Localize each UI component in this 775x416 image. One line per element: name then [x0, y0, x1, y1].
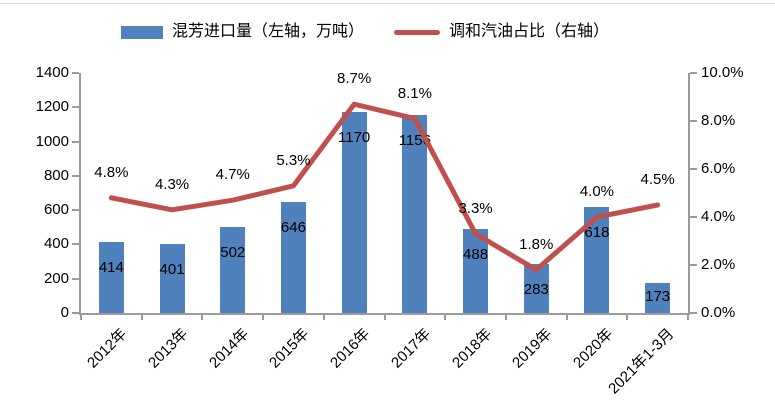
right-axis-tick-label: 10.0%	[701, 64, 744, 81]
line-series-swatch-icon	[394, 29, 440, 35]
left-axis-tick-label: 1200	[35, 98, 69, 116]
left-axis-tick-label: 0	[60, 304, 69, 321]
bar-value-label: 283	[523, 281, 549, 299]
left-axis-tick-label: 200	[43, 269, 69, 287]
bar-2021年1-3月	[645, 283, 671, 313]
left-axis-tick-label: 800	[43, 166, 69, 184]
left-axis-tick	[72, 312, 79, 314]
legend-label-bar-series: 混芳进口量（左轴，万吨）	[171, 23, 364, 40]
line-value-label: 8.7%	[337, 70, 372, 88]
left-axis-line	[79, 73, 81, 315]
right-axis-tick	[690, 72, 697, 74]
x-axis-tick	[626, 313, 629, 320]
line-value-label: 3.3%	[458, 199, 493, 217]
x-axis-tick	[140, 313, 143, 320]
x-axis-tick	[322, 313, 325, 320]
left-axis-tick-label: 600	[43, 201, 69, 219]
left-axis-tick	[72, 106, 79, 109]
line-value-label: 4.3%	[154, 175, 190, 193]
line-value-label: 4.5%	[640, 171, 675, 188]
right-axis-tick-label: 8.0%	[701, 112, 736, 129]
legend-label-line-series: 调和汽油占比（右轴）	[449, 23, 610, 40]
x-axis-tick	[201, 313, 204, 320]
bar-2012年	[98, 242, 124, 313]
legend-item-bar-series: 混芳进口量（左轴，万吨）	[120, 23, 364, 41]
left-axis-tick	[72, 140, 79, 143]
left-axis-tick	[72, 72, 79, 74]
left-axis-tick	[72, 243, 79, 246]
bar-value-label: 1170	[338, 129, 371, 147]
bar-2014年	[220, 226, 246, 313]
bar-value-label: 401	[159, 261, 185, 279]
bar-value-label: 1156	[398, 131, 431, 149]
line-value-label: 4.8%	[94, 163, 129, 181]
legend: 混芳进口量（左轴，万吨） 调和汽油占比（右轴）	[0, 23, 730, 41]
x-axis-tick	[383, 313, 386, 320]
right-axis-tick-label: 0.0%	[701, 304, 736, 321]
bar-value-label: 502	[220, 243, 246, 261]
top-divider	[0, 3, 775, 4]
bar-2020年	[584, 207, 610, 313]
right-axis-line	[688, 73, 690, 315]
left-axis-tick	[72, 174, 79, 177]
x-axis-tick	[262, 313, 265, 320]
bar-value-label: 646	[280, 219, 306, 237]
line-value-label: 5.3%	[276, 151, 311, 169]
right-axis-tick-label: 6.0%	[701, 160, 736, 177]
right-axis-tick	[690, 216, 697, 218]
left-axis-tick	[72, 209, 79, 212]
x-axis-tick	[565, 313, 568, 320]
right-axis-tick	[690, 168, 697, 170]
left-axis-tick-label: 400	[43, 235, 69, 253]
line-value-label: 4.7%	[215, 166, 250, 184]
right-axis-tick-label: 4.0%	[701, 208, 736, 225]
x-axis-tick	[444, 313, 447, 320]
bar-value-label: 618	[584, 224, 610, 242]
bar-2018年	[463, 229, 489, 313]
right-axis-tick	[690, 312, 697, 314]
left-axis-tick-label: 1400	[35, 64, 69, 81]
right-axis-tick	[690, 264, 697, 266]
left-axis-tick-label: 1000	[35, 132, 69, 150]
bar-value-label: 488	[463, 246, 489, 264]
line-value-label: 4.0%	[579, 183, 615, 200]
line-value-label: 8.1%	[397, 84, 432, 102]
left-axis-tick	[72, 277, 79, 280]
bar-value-label: 414	[98, 259, 124, 277]
x-axis-tick	[80, 313, 82, 320]
legend-item-line-series: 调和汽油占比（右轴）	[394, 23, 609, 41]
line-value-label: 1.8%	[519, 235, 554, 253]
bar-value-label: 173	[645, 288, 671, 305]
x-axis-tick	[687, 313, 689, 320]
bar-series-swatch-icon	[120, 25, 163, 39]
bar-2019年	[523, 264, 549, 313]
right-axis-tick-label: 2.0%	[701, 256, 736, 273]
x-axis-tick	[504, 313, 507, 320]
right-axis-tick	[690, 120, 697, 122]
bar-2013年	[159, 244, 185, 313]
